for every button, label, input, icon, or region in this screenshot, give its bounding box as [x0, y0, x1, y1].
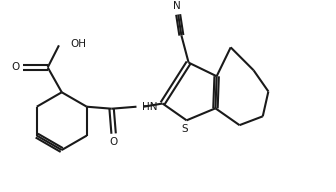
Text: S: S	[181, 124, 188, 134]
Text: O: O	[11, 62, 20, 72]
Text: O: O	[110, 137, 118, 146]
Text: HN: HN	[141, 102, 157, 112]
Text: N: N	[173, 2, 181, 12]
Text: OH: OH	[70, 39, 86, 49]
